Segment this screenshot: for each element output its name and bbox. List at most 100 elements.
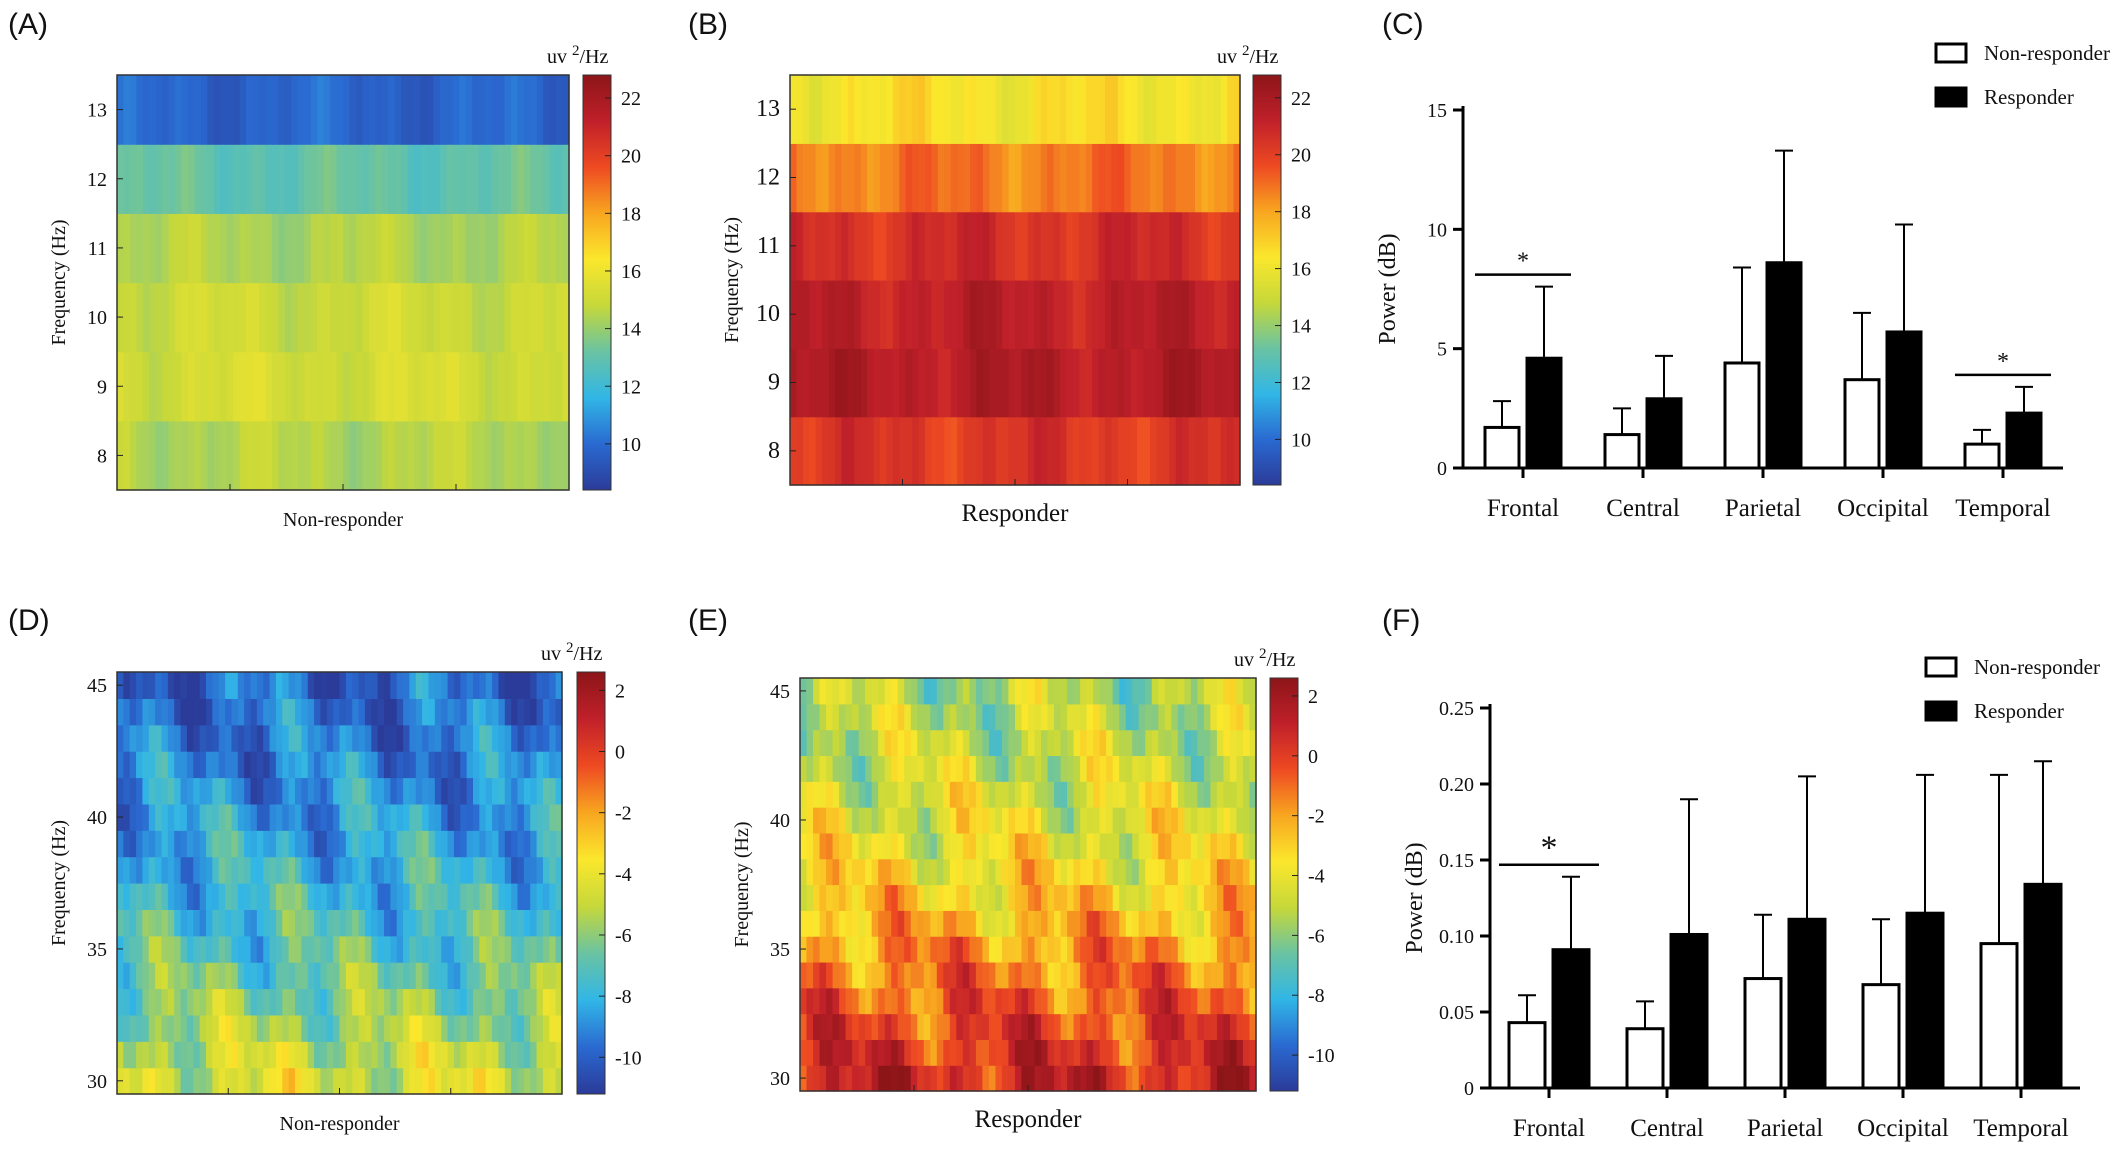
heatmap-cell: [459, 282, 467, 353]
heatmap-cell: [466, 962, 474, 990]
heatmap-cell: [1171, 678, 1179, 705]
heatmap-cell: [1098, 348, 1106, 418]
heatmap-cell: [943, 910, 951, 937]
heatmap-cell: [233, 420, 241, 491]
heatmap-cell: [1203, 987, 1211, 1015]
heatmap-cell: [1138, 729, 1146, 757]
heatmap-cell: [944, 211, 952, 281]
bar-responder: [1905, 911, 1945, 1090]
heatmap-cell: [1132, 961, 1140, 989]
heatmap-cell: [1190, 678, 1198, 705]
heatmap-cell: [897, 755, 905, 782]
heatmap-cell: [1117, 280, 1125, 349]
heatmap-cell: [396, 962, 404, 990]
heatmap-cell: [910, 987, 918, 1015]
significance-star: *: [1517, 249, 1529, 275]
heatmap-cell: [1072, 416, 1080, 486]
heatmap-cell: [826, 678, 834, 705]
heatmap-cell: [982, 143, 990, 213]
heatmap-cell: [307, 672, 315, 699]
heatmap-cell: [988, 1065, 997, 1092]
heatmap-cell: [897, 1039, 905, 1066]
heatmap-cell: [415, 962, 423, 990]
heatmap-cell: [1138, 961, 1146, 989]
heatmap-cell: [186, 751, 194, 779]
heatmap-cell: [199, 856, 207, 884]
heatmap-cell: [352, 909, 360, 937]
heatmap-cell: [1054, 832, 1062, 860]
heatmap-cell: [1086, 1065, 1094, 1092]
heatmap-cell: [1041, 936, 1049, 963]
heatmap-cell: [333, 935, 341, 963]
heatmap-cell: [1236, 858, 1244, 886]
colorbar-tick-label: 20: [1291, 145, 1311, 167]
heatmap-cell: [161, 988, 169, 1016]
heatmap-cell: [878, 832, 886, 860]
heatmap-cell: [523, 751, 531, 779]
heatmap-cell: [199, 672, 207, 699]
heatmap-cell: [1080, 729, 1088, 757]
heatmap-cell: [1184, 781, 1192, 808]
heatmap-cell: [355, 351, 363, 422]
heatmap-cell: [852, 755, 860, 782]
heatmap-cell: [982, 1065, 990, 1092]
heatmap-cell: [796, 416, 804, 486]
heatmap-cell: [390, 724, 398, 752]
heatmap-cell: [1177, 807, 1185, 834]
heatmap-cell: [839, 807, 847, 834]
heatmap-cell: [1177, 858, 1185, 886]
heatmap-cell: [1236, 703, 1244, 731]
heatmap-cell: [819, 678, 827, 705]
heatmap-cell: [1151, 987, 1159, 1015]
heatmap-cell: [447, 962, 455, 990]
heatmap-cell: [409, 1067, 417, 1095]
colorbar-tick-label: -10: [615, 1047, 642, 1069]
heatmap-cell: [937, 416, 945, 486]
heatmap-cell: [822, 280, 830, 349]
heatmap-cell: [1124, 143, 1132, 213]
heatmap-cell: [498, 698, 506, 726]
heatmap-cell: [441, 909, 449, 937]
heatmap-cell: [943, 832, 951, 860]
bar-responder: [1645, 397, 1683, 470]
heatmap-cell: [384, 751, 391, 779]
heatmap-cell: [865, 729, 873, 757]
heatmap-cell: [897, 807, 905, 834]
heatmap-cell: [1164, 884, 1172, 911]
heatmap-cell: [180, 1041, 188, 1069]
heatmap-cell: [1125, 1065, 1133, 1092]
heatmap-cell: [819, 1013, 827, 1040]
heatmap-cell: [867, 280, 875, 349]
heatmap-cell: [218, 672, 226, 699]
heatmap-cell: [263, 1041, 271, 1069]
heatmap-cell: [1008, 910, 1016, 937]
colorbar-tick-label: -6: [615, 925, 632, 947]
heatmap-cell: [473, 962, 480, 990]
heatmap-cell: [530, 962, 538, 990]
heatmap-cell: [982, 75, 990, 144]
heatmap-cell: [841, 416, 849, 486]
heatmap-cell: [256, 856, 264, 884]
heatmap-cell: [969, 832, 977, 860]
heatmap-cell: [371, 830, 379, 858]
heatmap-cell: [304, 351, 312, 422]
heatmap-cell: [142, 1041, 150, 1069]
heatmap-cell: [1188, 280, 1196, 349]
heatmap-cell: [1182, 348, 1190, 418]
heatmap-cell: [213, 75, 221, 145]
heatmap-cell: [1008, 280, 1016, 349]
heatmap-cell: [1164, 729, 1172, 757]
heatmap-cell: [479, 962, 487, 990]
heatmap-cell: [1086, 1013, 1094, 1040]
heatmap-cell: [314, 777, 322, 805]
heatmap-cell: [1164, 678, 1172, 705]
heatmap-cell: [206, 777, 213, 805]
heatmap-cell: [212, 962, 220, 990]
heatmap-cell: [1207, 143, 1215, 213]
heatmap-cell: [826, 858, 834, 886]
heatmap-cell: [193, 1041, 201, 1069]
heatmap-cell: [1041, 781, 1049, 808]
heatmap-cell: [207, 213, 215, 284]
heatmap-cell: [957, 348, 965, 418]
heatmap-cell: [199, 1041, 207, 1069]
